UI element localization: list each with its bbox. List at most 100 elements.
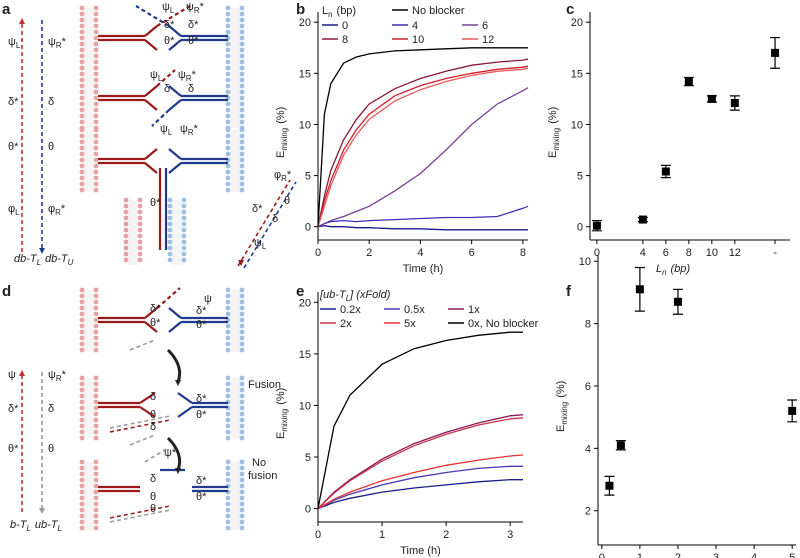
x-tick-label: 3 <box>507 529 513 541</box>
lipid-head <box>181 257 187 263</box>
strand-label-part: θ* <box>196 409 207 421</box>
strand <box>168 307 182 319</box>
strand-label: ψR* <box>48 369 67 383</box>
lipid-head <box>239 163 245 169</box>
lipid-head <box>137 197 143 203</box>
strand-label: δ <box>150 473 156 485</box>
lipid-head <box>79 157 85 163</box>
lipid-head <box>181 227 187 233</box>
lipid-head <box>93 95 99 101</box>
strand-label-part: ψ <box>48 36 56 48</box>
y-tick-label: 2 <box>585 506 591 518</box>
strand-label-part: L <box>168 128 173 137</box>
legend-label: 0.5x <box>404 304 425 316</box>
lipid-head <box>225 119 231 125</box>
strand-label: δ* <box>196 475 207 487</box>
lipid-head <box>239 41 245 47</box>
lipid-head <box>239 169 245 175</box>
lipid-head <box>239 381 245 387</box>
x-tick-label: 2 <box>443 529 449 541</box>
y-axis-label-part: mixing <box>552 128 561 151</box>
panel-label: e <box>296 283 304 300</box>
strand-label: δ <box>150 421 156 433</box>
x-tick-label: 4 <box>640 247 646 259</box>
strand <box>144 321 158 333</box>
lipid-head <box>167 197 173 203</box>
lipid-head <box>239 525 245 531</box>
marker <box>707 94 716 103</box>
lipid-head <box>225 341 231 347</box>
lipid-head <box>137 203 143 209</box>
strand-label-part: L <box>262 242 267 251</box>
strand <box>177 392 193 404</box>
strand-label: δ <box>272 213 278 225</box>
lipid-head <box>225 145 231 151</box>
lipid-head <box>239 513 245 519</box>
series-line <box>317 465 523 510</box>
strand-label: θ <box>150 409 156 421</box>
lipid-head <box>239 317 245 323</box>
strand-label-part: ψ <box>186 1 194 13</box>
lipid-head <box>137 233 143 239</box>
marker <box>684 77 693 86</box>
lipid-head <box>79 29 85 35</box>
strand-label: δ <box>188 83 194 95</box>
marker <box>616 441 625 450</box>
lipid-head <box>93 501 99 507</box>
lipid-head <box>93 299 99 305</box>
lipid-head <box>239 287 245 293</box>
membrane-core <box>230 290 240 352</box>
lipid-head <box>79 513 85 519</box>
lipid-head <box>225 23 231 29</box>
lipid-head <box>225 65 231 71</box>
legend-label: 2x <box>340 318 352 330</box>
strand-label-part: R <box>188 128 194 137</box>
y-tick-label: 0 <box>577 222 583 234</box>
strand-label-part: φ <box>274 169 281 181</box>
x-tick-label: 12 <box>729 247 741 259</box>
marker <box>661 167 670 176</box>
x-tick-label: 6 <box>469 247 475 259</box>
y-axis-label-part: (%) <box>547 107 559 124</box>
strand-label-part: θ <box>150 409 156 421</box>
lipid-head <box>93 495 99 501</box>
strand <box>168 39 182 51</box>
strand-label: ψL <box>8 36 21 50</box>
strand <box>144 148 158 160</box>
lipid-head <box>181 233 187 239</box>
legend-title-part: (bp) <box>337 5 357 17</box>
lipid-head <box>225 411 231 417</box>
strand-label-part: ψ <box>150 69 158 81</box>
lipid-head <box>79 47 85 53</box>
lipid-head <box>181 221 187 227</box>
lipid-head <box>93 489 99 495</box>
lipid-head <box>79 387 85 393</box>
lipid-head <box>79 145 85 151</box>
lipid-head <box>225 299 231 305</box>
lipid-head <box>93 471 99 477</box>
lipid-head <box>93 519 99 525</box>
lipid-head <box>93 335 99 341</box>
lipid-head <box>79 71 85 77</box>
lipid-head <box>239 107 245 113</box>
strand-label: ψ* <box>164 447 177 459</box>
strand-label: δ* <box>252 203 263 215</box>
lipid-head <box>225 501 231 507</box>
lipid-head <box>181 215 187 221</box>
strand-label: δ <box>48 403 54 415</box>
x-tick-label: 2 <box>366 247 372 259</box>
strand-label-part: ψ <box>160 123 168 135</box>
lipid-head <box>93 525 99 531</box>
panel-label: f <box>566 283 572 300</box>
lipid-head <box>137 239 143 245</box>
y-tick-label: 15 <box>571 68 583 80</box>
series-line <box>317 205 529 228</box>
lipid-head <box>181 239 187 245</box>
lipid-head <box>79 59 85 65</box>
strand <box>144 307 158 319</box>
strand-label: δ <box>164 83 170 95</box>
x-tick-label: 0 <box>594 247 600 259</box>
lipid-head <box>93 133 99 139</box>
lipid-head <box>79 465 85 471</box>
marker <box>788 406 797 415</box>
